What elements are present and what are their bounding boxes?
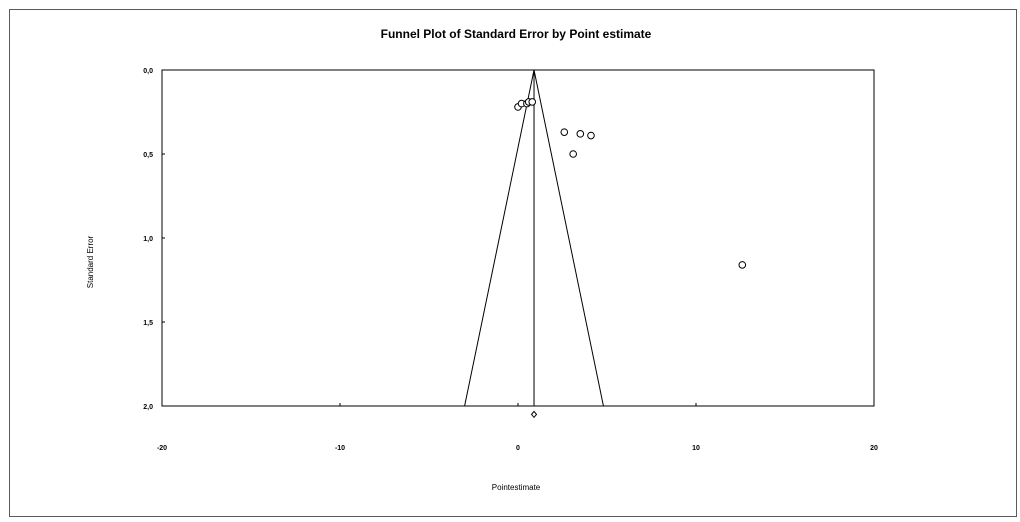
x-tick-label: -20 bbox=[157, 445, 167, 452]
summary-diamond bbox=[530, 410, 538, 419]
y-axis-label: Standard Error bbox=[86, 235, 95, 288]
y-axis-ticks: 0,0 0,5 1,0 1,5 2,0 bbox=[143, 68, 165, 411]
funnel-right-line bbox=[533, 69, 604, 407]
x-axis-label: Pointestimate bbox=[492, 483, 541, 492]
x-tick-label: 0 bbox=[516, 445, 520, 452]
x-tick-label: 20 bbox=[870, 445, 878, 452]
y-tick-label: 1,5 bbox=[143, 320, 153, 327]
chart-title: Funnel Plot of Standard Error by Point e… bbox=[381, 27, 652, 41]
study-point bbox=[587, 131, 595, 140]
x-axis-ticks: -20 -10 0 10 20 bbox=[157, 403, 878, 452]
points-layer bbox=[514, 98, 747, 419]
chart-frame bbox=[9, 9, 1017, 517]
study-point bbox=[569, 150, 577, 158]
y-tick-label: 0,5 bbox=[143, 152, 153, 159]
study-point bbox=[738, 261, 747, 269]
y-tick-label: 1,0 bbox=[143, 236, 153, 243]
funnel-layer bbox=[464, 69, 604, 407]
x-tick-label: 10 bbox=[692, 445, 700, 452]
funnel-left-line bbox=[464, 69, 535, 407]
study-point bbox=[560, 128, 569, 136]
y-tick-label: 2,0 bbox=[143, 404, 153, 411]
y-tick-label: 0,0 bbox=[143, 68, 153, 75]
x-tick-label: -10 bbox=[335, 445, 345, 452]
plot-area bbox=[161, 69, 875, 407]
study-point bbox=[576, 130, 585, 138]
study-point bbox=[528, 98, 537, 106]
